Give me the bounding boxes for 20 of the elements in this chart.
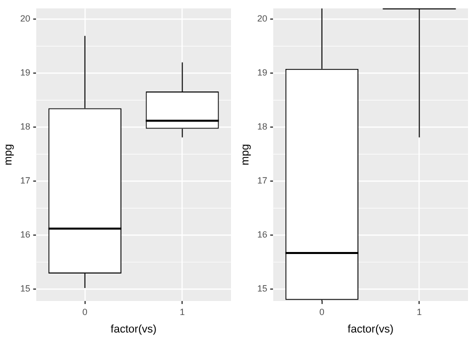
x-axis-title: factor(vs) [348, 323, 394, 336]
x-tick-label: 0 [319, 306, 324, 317]
y-tick-label: 15 [20, 284, 30, 294]
y-tick-label: 16 [257, 230, 268, 240]
x-axis-title: factor(vs) [110, 323, 157, 336]
y-tick-label: 17 [20, 176, 30, 186]
y-tick-label: 19 [20, 68, 30, 78]
y-axis-title: mpg [240, 144, 252, 166]
y-tick-label: 18 [257, 122, 268, 132]
y-tick-label: 15 [257, 284, 268, 294]
y-tick-label: 16 [20, 230, 30, 240]
x-tick-label: 1 [416, 306, 422, 317]
y-tick-label: 19 [257, 68, 268, 78]
y-tick-label: 17 [257, 176, 268, 186]
y-tick-label: 20 [20, 14, 30, 24]
x-tick-label: 0 [82, 306, 88, 317]
x-tick-label: 1 [180, 306, 185, 317]
y-axis-title: mpg [2, 144, 15, 166]
y-tick-label: 18 [20, 122, 30, 132]
y-tick-label: 20 [257, 14, 268, 24]
